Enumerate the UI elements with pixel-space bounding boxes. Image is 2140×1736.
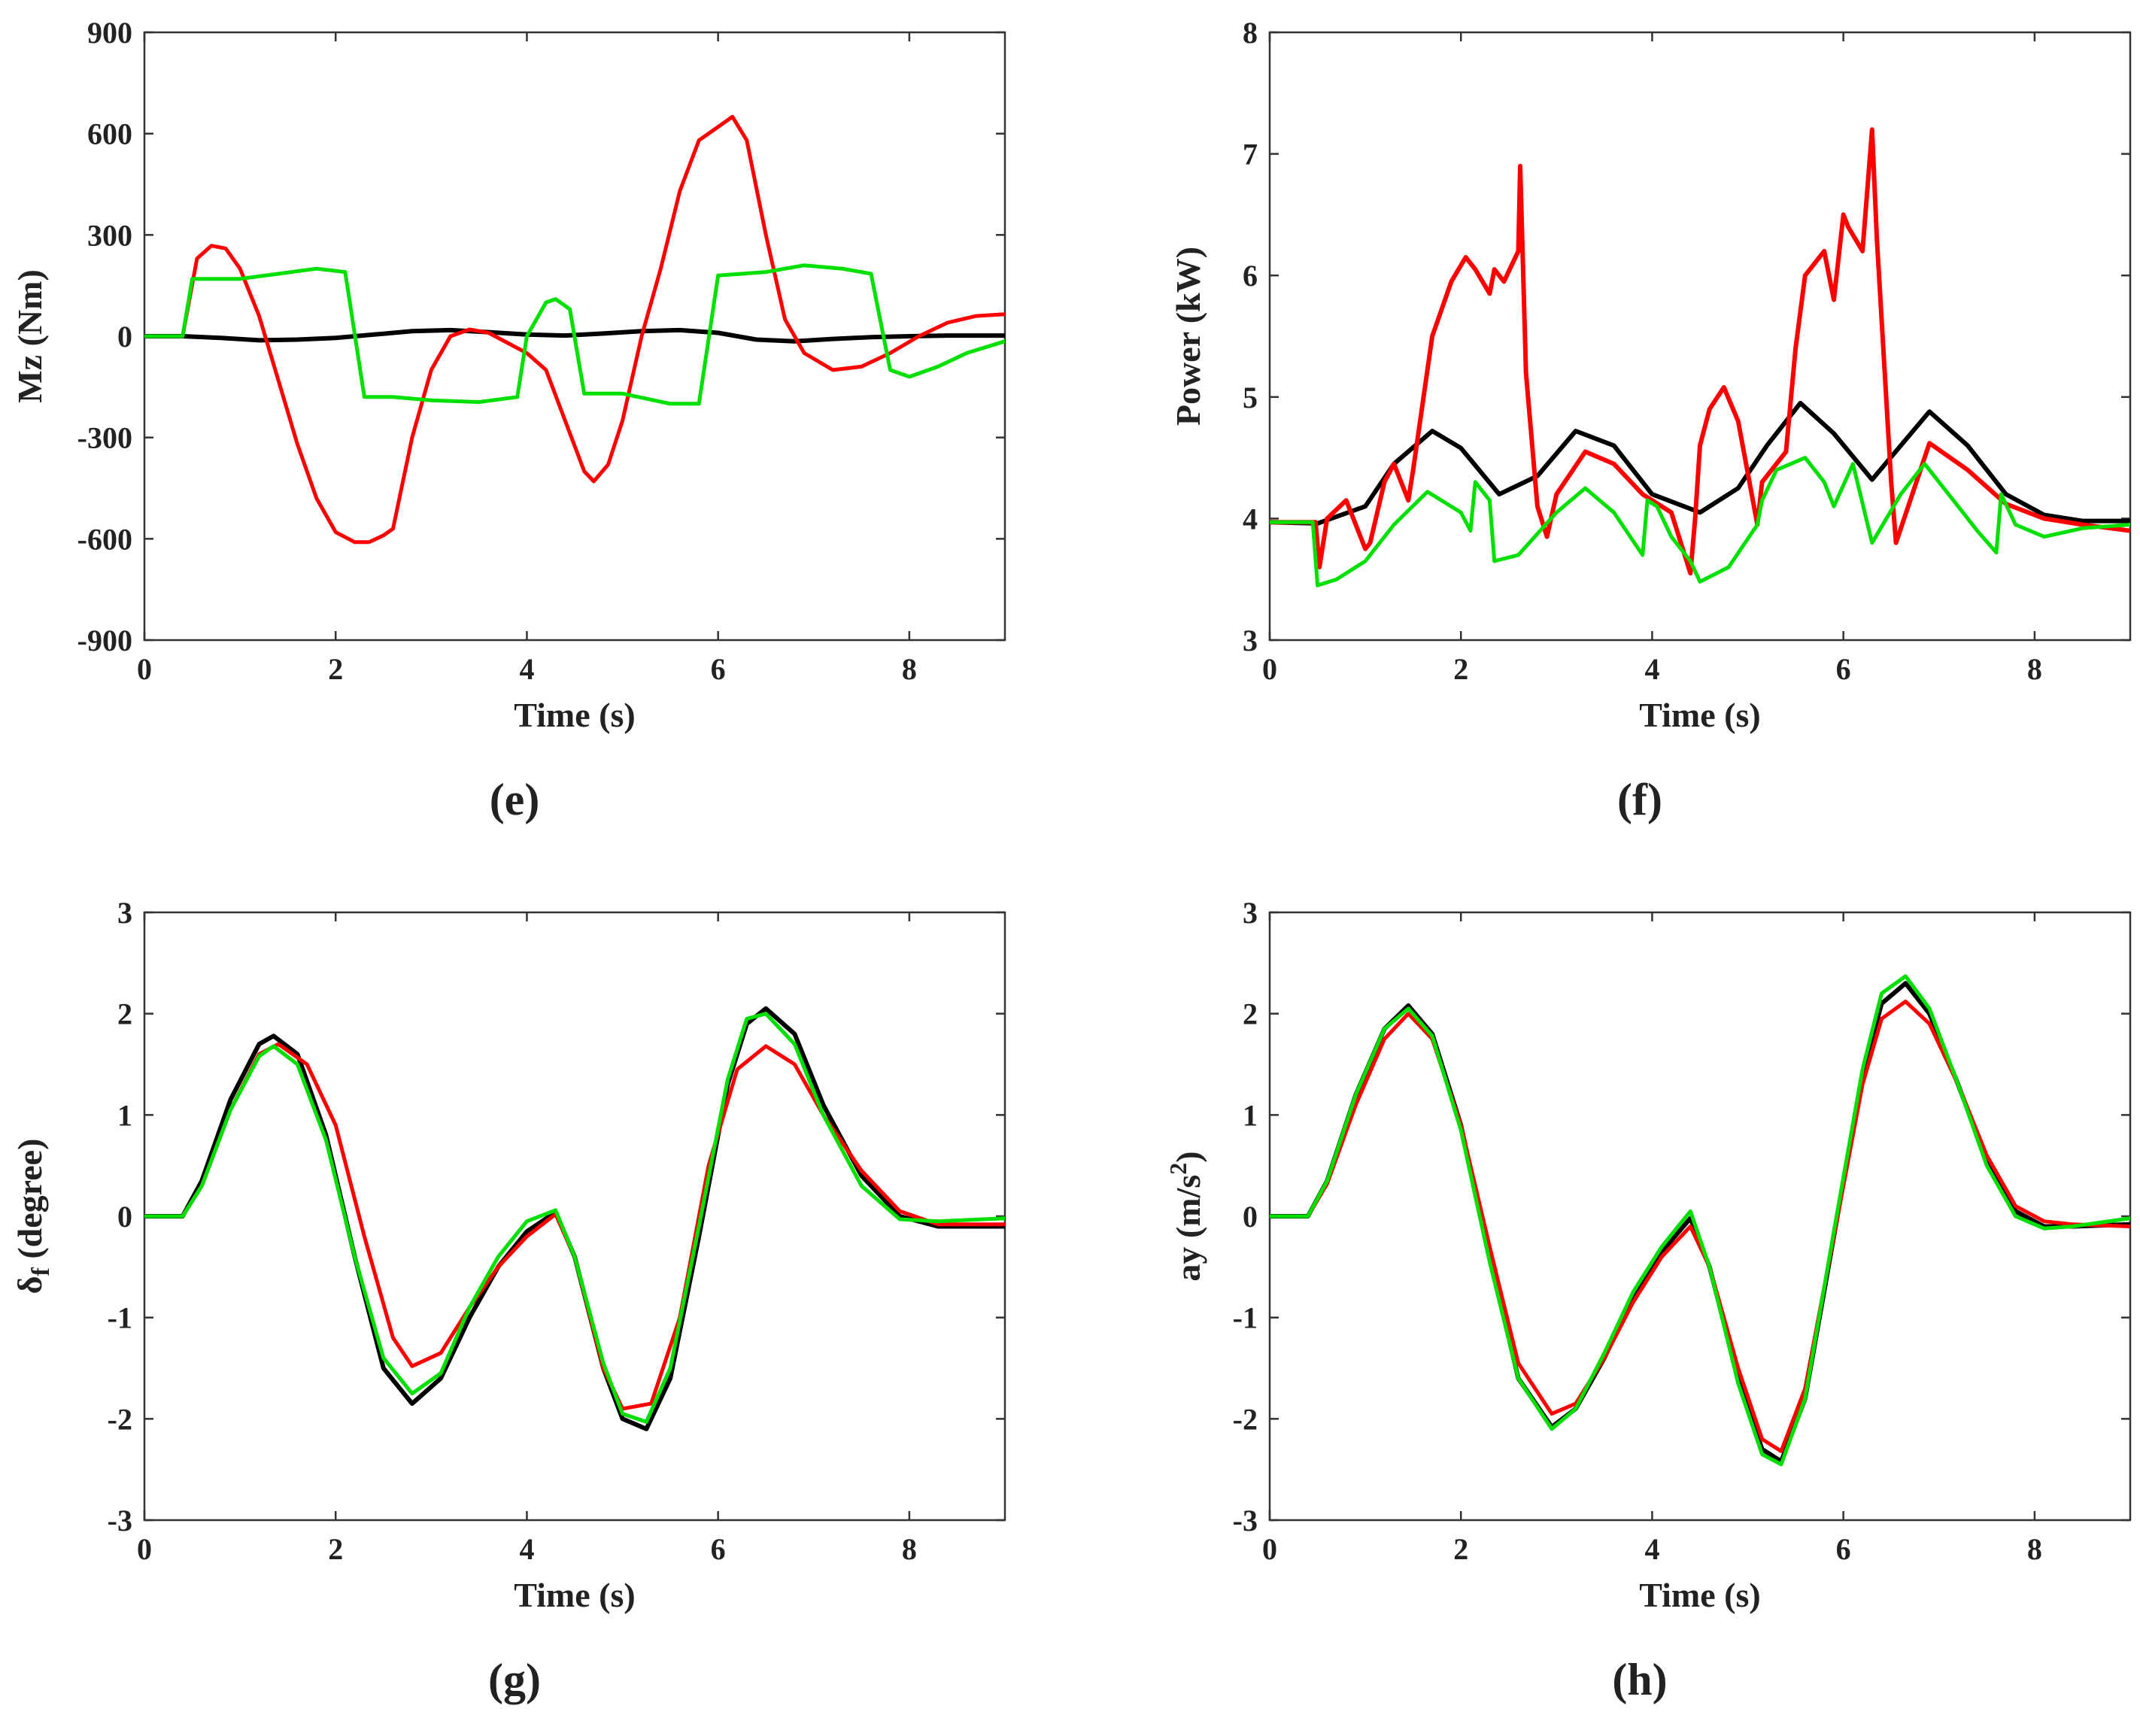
y-axis-label-e: Mz (Nm) xyxy=(11,269,49,403)
x-tick-label-f: 0 xyxy=(1262,652,1277,686)
y-tick-label-h: 0 xyxy=(1243,1200,1258,1234)
panel-caption-h: (h) xyxy=(1612,1655,1667,1704)
y-tick-label-g: -2 xyxy=(108,1402,132,1436)
x-tick-label-h: 4 xyxy=(1644,1532,1659,1566)
y-tick-label-f: 3 xyxy=(1243,624,1258,657)
panel-caption-e: (e) xyxy=(490,775,540,824)
y-tick-label-h: 1 xyxy=(1243,1098,1258,1132)
y-axis-label-main-h: ay (m/s xyxy=(1169,1175,1207,1282)
y-tick-label-e: -900 xyxy=(77,624,132,657)
x-tick-label-f: 4 xyxy=(1644,652,1659,686)
x-tick-label-f: 6 xyxy=(1836,652,1851,686)
y-tick-label-g: 1 xyxy=(117,1098,132,1132)
y-axis-label-sup-h: 2 xyxy=(1164,1163,1191,1175)
y-tick-label-e: 900 xyxy=(87,16,132,50)
y-axis-label-g: δf (degree) xyxy=(11,1139,55,1294)
x-tick-label-e: 0 xyxy=(137,652,152,686)
y-axis-label-tail-h: ) xyxy=(1169,1151,1207,1162)
x-tick-label-e: 6 xyxy=(711,652,726,686)
y-tick-label-h: 3 xyxy=(1243,896,1258,930)
y-tick-label-e: 0 xyxy=(117,320,132,354)
x-axis-label-f: Time (s) xyxy=(1639,696,1760,734)
x-tick-label-g: 6 xyxy=(711,1532,726,1566)
y-tick-label-e: -600 xyxy=(77,522,132,556)
y-axis-label-tail-g: (degree) xyxy=(11,1139,49,1268)
y-tick-label-e: -300 xyxy=(77,421,132,455)
series-line-e-2 xyxy=(144,263,1005,406)
x-tick-label-f: 2 xyxy=(1453,652,1468,686)
plot-area-g xyxy=(143,911,1006,1522)
series-line-f-1 xyxy=(1270,127,2130,576)
y-tick-label-e: 300 xyxy=(87,218,132,252)
y-tick-label-h: -2 xyxy=(1233,1402,1258,1436)
x-tick-label-e: 4 xyxy=(519,652,534,686)
panel-caption-g: (g) xyxy=(488,1655,541,1704)
series-line-f-2 xyxy=(1270,456,2130,587)
y-tick-label-e: 600 xyxy=(87,117,132,151)
y-tick-label-g: -1 xyxy=(108,1301,132,1335)
y-tick-label-g: -3 xyxy=(108,1504,132,1537)
y-tick-label-f: 8 xyxy=(1243,16,1258,50)
x-tick-label-g: 0 xyxy=(137,1532,152,1566)
y-tick-label-g: 2 xyxy=(117,997,132,1031)
y-tick-label-f: 4 xyxy=(1243,502,1258,536)
y-tick-label-f: 6 xyxy=(1243,259,1258,293)
x-tick-label-e: 8 xyxy=(902,652,917,686)
y-tick-label-h: -1 xyxy=(1233,1301,1258,1335)
panel-f: 0 2 4 6 8 3 4 5 6 7 8 Time (s) Power (kW) (f) xyxy=(1169,16,2132,824)
y-axis-label-sub-g: f xyxy=(27,1267,55,1276)
panel-g: 0 2 4 6 8 -3 -2 -1 0 1 2 3 Time (s) δf (degree) (g) xyxy=(11,896,1006,1704)
x-tick-label-h: 2 xyxy=(1453,1532,1468,1566)
series-line-f-0 xyxy=(1270,400,2130,526)
y-tick-label-g: 0 xyxy=(117,1200,132,1234)
x-tick-label-f: 8 xyxy=(2027,652,2042,686)
x-tick-label-g: 2 xyxy=(328,1532,343,1566)
y-axis-label-main-f: Power (kW) xyxy=(1169,247,1207,426)
y-axis-label-f: Power (kW) xyxy=(1169,247,1207,426)
panel-caption-f: (f) xyxy=(1617,775,1662,824)
y-tick-label-f: 7 xyxy=(1243,138,1258,171)
x-tick-label-h: 8 xyxy=(2027,1532,2042,1566)
x-tick-label-g: 8 xyxy=(902,1532,917,1566)
x-tick-label-g: 4 xyxy=(519,1532,534,1566)
panel-e: 0 2 4 6 8 -900 -600 -300 0 300 600 900 Time (s) Mz (N… xyxy=(11,16,1006,824)
series-group-h xyxy=(1270,974,2130,1467)
y-tick-label-f: 5 xyxy=(1243,381,1258,414)
plot-area-f xyxy=(1268,31,2132,642)
y-axis-label-main-e: Mz (Nm) xyxy=(11,269,49,403)
x-axis-label-g: Time (s) xyxy=(514,1576,635,1614)
x-tick-label-e: 2 xyxy=(328,652,343,686)
x-axis-label-h: Time (s) xyxy=(1639,1576,1760,1614)
y-axis-label-main-g: δ xyxy=(11,1276,49,1294)
y-tick-label-h: 2 xyxy=(1243,997,1258,1031)
y-axis-label-h: ay (m/s2) xyxy=(1164,1151,1207,1281)
y-tick-label-h: -3 xyxy=(1233,1504,1258,1537)
series-line-e-1 xyxy=(144,114,1005,545)
series-group-g xyxy=(144,1006,1005,1431)
series-line-h-2 xyxy=(1270,974,2130,1467)
series-line-g-2 xyxy=(144,1012,1005,1424)
x-tick-label-h: 0 xyxy=(1262,1532,1277,1566)
x-axis-label-e: Time (s) xyxy=(514,696,635,734)
y-tick-label-g: 3 xyxy=(117,896,132,930)
series-line-e-0 xyxy=(144,327,1005,344)
x-tick-label-h: 6 xyxy=(1836,1532,1851,1566)
series-group-e xyxy=(144,114,1005,545)
plot-area-h xyxy=(1268,911,2132,1522)
series-group-f xyxy=(1270,127,2130,587)
